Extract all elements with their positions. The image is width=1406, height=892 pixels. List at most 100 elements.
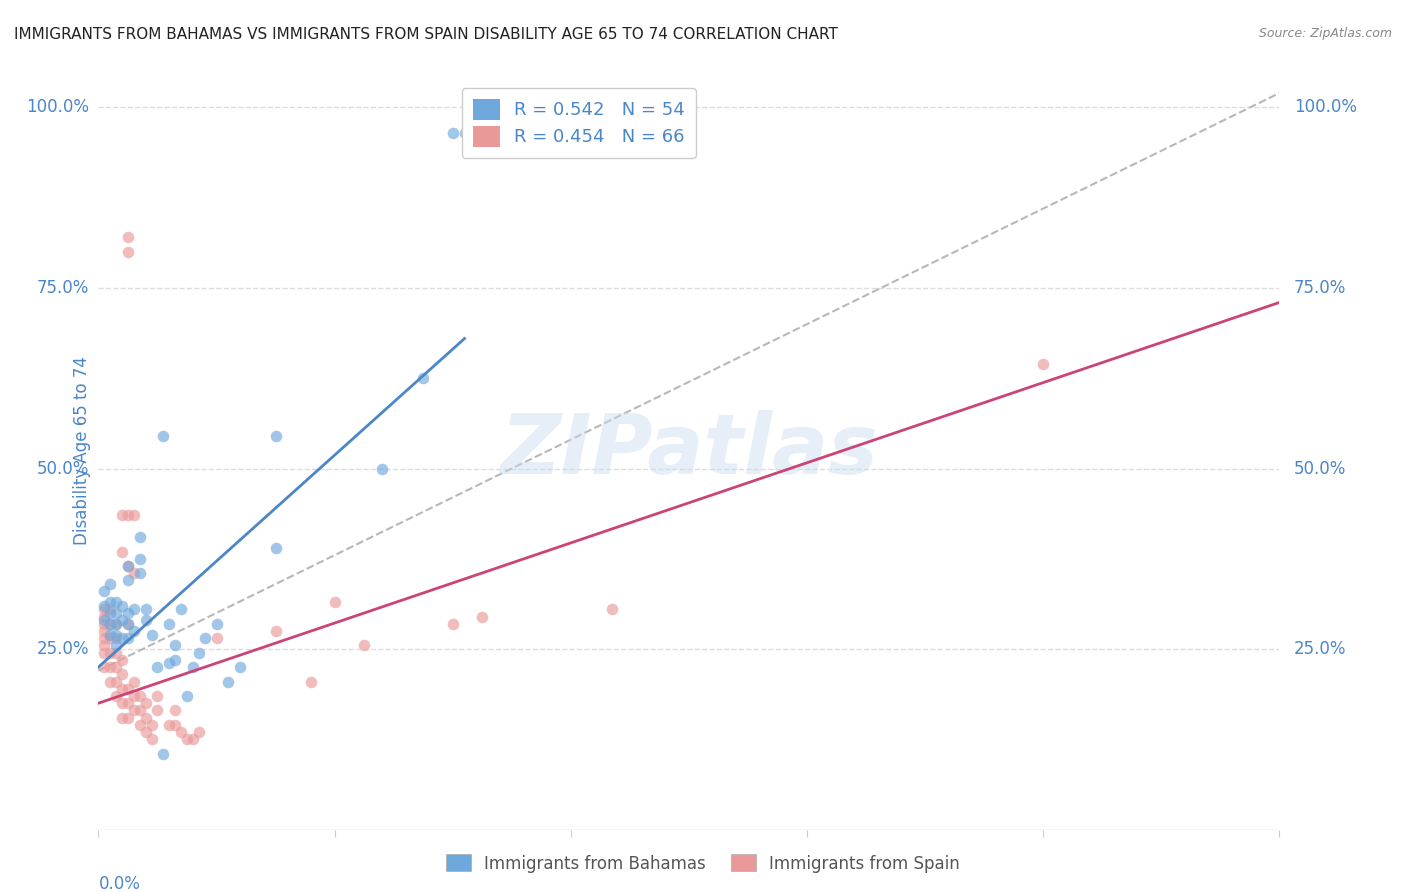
Point [111, 631, 134, 645]
Point [157, 657, 180, 671]
Point [135, 602, 157, 616]
Text: ZIPatlas: ZIPatlas [501, 410, 877, 491]
Point [98, 660, 121, 674]
Point [471, 609, 494, 624]
Point [93, 616, 115, 631]
Point [117, 616, 139, 631]
Point [146, 660, 169, 674]
Point [157, 616, 180, 631]
Text: 75.0%: 75.0% [1294, 279, 1346, 297]
Point [170, 725, 193, 739]
Point [187, 725, 209, 739]
Point [105, 631, 128, 645]
Legend: Immigrants from Bahamas, Immigrants from Spain: Immigrants from Bahamas, Immigrants from… [439, 847, 967, 880]
Point [194, 631, 217, 645]
Point [128, 718, 150, 732]
Point [264, 541, 287, 555]
Point [93, 613, 115, 627]
Point [111, 696, 134, 710]
Point [217, 674, 239, 689]
Point [135, 711, 157, 725]
Point [122, 508, 145, 523]
Point [98, 606, 121, 620]
Point [353, 639, 375, 653]
Point [128, 566, 150, 581]
Point [128, 530, 150, 544]
Point [93, 584, 115, 599]
Point [122, 624, 145, 638]
Point [105, 616, 128, 631]
Text: IMMIGRANTS FROM BAHAMAS VS IMMIGRANTS FROM SPAIN DISABILITY AGE 65 TO 74 CORRELA: IMMIGRANTS FROM BAHAMAS VS IMMIGRANTS FR… [14, 27, 838, 42]
Point [105, 627, 128, 641]
Point [93, 639, 115, 653]
Point [105, 616, 128, 631]
Point [441, 126, 464, 140]
Text: 100.0%: 100.0% [25, 98, 89, 117]
Text: 25.0%: 25.0% [1294, 640, 1346, 658]
Text: 0.0%: 0.0% [98, 875, 141, 892]
Point [453, 126, 475, 140]
Point [111, 667, 134, 681]
Point [170, 602, 193, 616]
Point [117, 559, 139, 574]
Text: 25.0%: 25.0% [37, 640, 89, 658]
Point [93, 660, 115, 674]
Point [105, 689, 128, 703]
Point [98, 595, 121, 609]
Point [187, 646, 209, 660]
Point [122, 703, 145, 717]
Point [176, 689, 198, 703]
Point [93, 599, 115, 613]
Point [98, 646, 121, 660]
Point [117, 606, 139, 620]
Point [105, 660, 128, 674]
Point [117, 681, 139, 696]
Text: 50.0%: 50.0% [37, 459, 89, 477]
Point [181, 660, 204, 674]
Point [93, 646, 115, 660]
Point [1032, 357, 1054, 371]
Point [117, 559, 139, 574]
Point [93, 609, 115, 624]
Text: 100.0%: 100.0% [1294, 98, 1357, 117]
Point [141, 718, 163, 732]
Point [122, 566, 145, 581]
Point [105, 639, 128, 653]
Point [111, 544, 134, 558]
Point [111, 681, 134, 696]
Point [152, 429, 174, 443]
Point [117, 574, 139, 588]
Text: 50.0%: 50.0% [1294, 459, 1346, 477]
Point [135, 725, 157, 739]
Point [205, 631, 228, 645]
Point [93, 624, 115, 638]
Point [122, 674, 145, 689]
Point [117, 230, 139, 244]
Point [105, 606, 128, 620]
Point [98, 616, 121, 631]
Point [98, 577, 121, 591]
Point [412, 371, 434, 385]
Point [93, 602, 115, 616]
Point [371, 461, 394, 475]
Point [111, 653, 134, 667]
Point [146, 703, 169, 717]
Point [128, 703, 150, 717]
Point [141, 627, 163, 641]
Point [600, 602, 623, 616]
Point [135, 696, 157, 710]
Point [181, 732, 204, 747]
Point [117, 508, 139, 523]
Point [111, 508, 134, 523]
Point [323, 595, 346, 609]
Point [111, 711, 134, 725]
Text: 75.0%: 75.0% [37, 279, 89, 297]
Point [111, 599, 134, 613]
Point [117, 696, 139, 710]
Point [264, 624, 287, 638]
Point [122, 602, 145, 616]
Point [117, 631, 139, 645]
Point [111, 613, 134, 627]
Point [157, 718, 180, 732]
Text: Source: ZipAtlas.com: Source: ZipAtlas.com [1258, 27, 1392, 40]
